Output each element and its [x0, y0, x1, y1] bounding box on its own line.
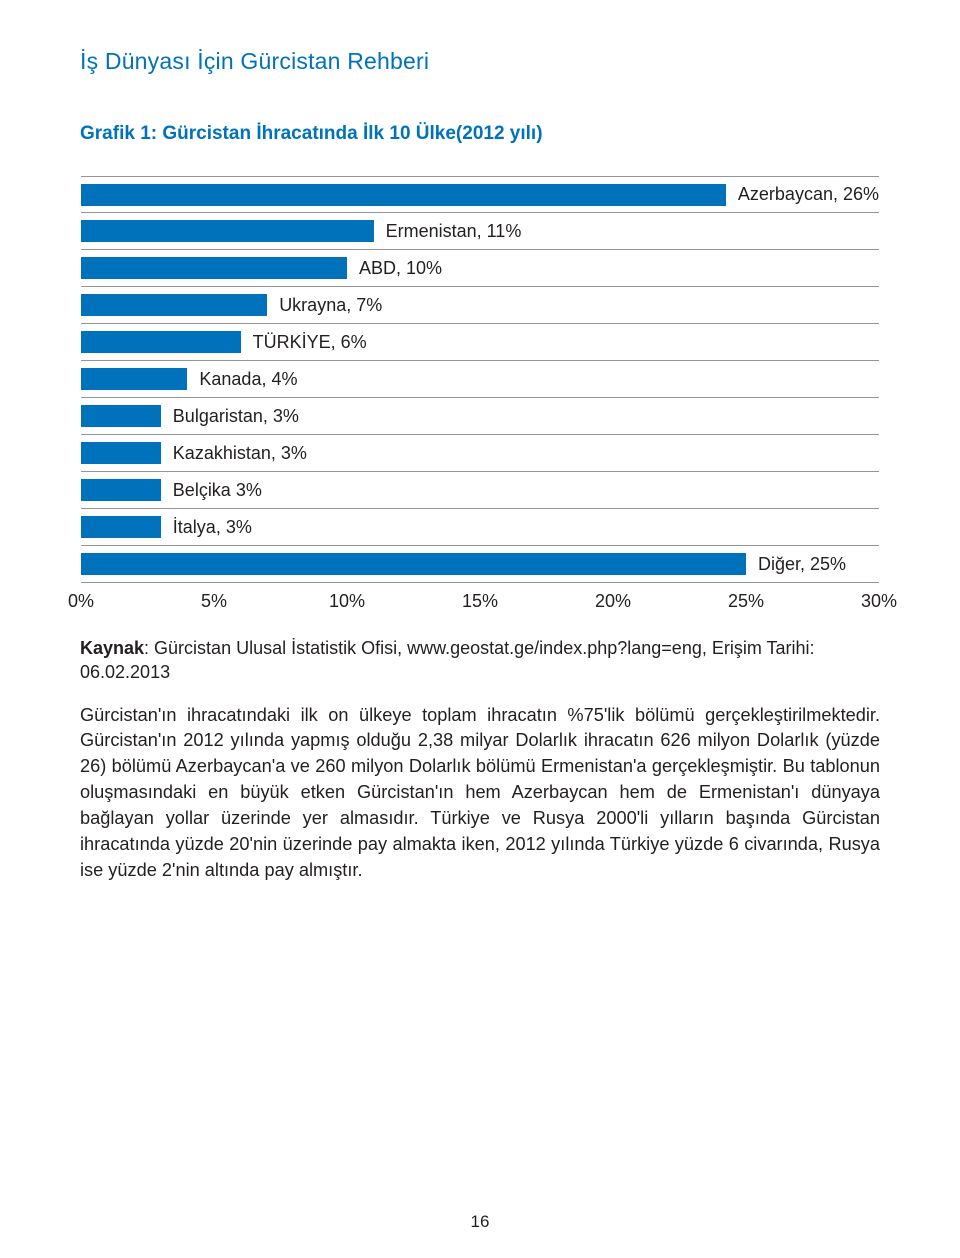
chart-area: Azerbaycan, 26% Ermenistan, 11% ABD, 10% Uk… [80, 169, 880, 614]
bar-label: Kanada, 4% [199, 369, 297, 390]
bar-row: Belçika 3% [81, 472, 879, 509]
x-tick: 25% [728, 591, 764, 612]
bar-row: TÜRKİYE, 6% [81, 324, 879, 361]
bar-label: Ermenistan, 11% [386, 221, 522, 242]
bar-row: Ermenistan, 11% [81, 213, 879, 250]
bar-label: Belçika 3% [173, 480, 262, 501]
running-head: İş Dünyası İçin Gürcistan Rehberi [80, 48, 880, 75]
chart-bar [81, 553, 746, 575]
bar-row: Kazakhistan, 3% [81, 435, 879, 472]
source-text: : Gürcistan Ulusal İstatistik Ofisi, www… [80, 638, 815, 682]
bar-row: Diğer, 25% [81, 546, 879, 583]
chart-bar [81, 294, 267, 316]
chart-bar [81, 442, 161, 464]
chart-bar [81, 479, 161, 501]
chart-bar [81, 220, 374, 242]
bar-row: ABD, 10% [81, 250, 879, 287]
bar-label: Diğer, 25% [758, 554, 846, 575]
x-tick: 15% [462, 591, 498, 612]
chart-title: Grafik 1: Gürcistan İhracatında İlk 10 Ü… [80, 123, 880, 145]
chart-plot: Azerbaycan, 26% Ermenistan, 11% ABD, 10% Uk… [81, 176, 879, 583]
chart-x-axis: 0%5%10%15%20%25%30% [81, 587, 879, 613]
bar-label: İtalya, 3% [173, 517, 252, 538]
bar-label: Azerbaycan, 26% [738, 184, 879, 205]
x-tick: 20% [595, 591, 631, 612]
bar-row: Ukrayna, 7% [81, 287, 879, 324]
x-tick: 5% [201, 591, 227, 612]
x-tick: 0% [68, 591, 94, 612]
page-number: 16 [471, 1212, 490, 1232]
bar-label: ABD, 10% [359, 258, 442, 279]
chart-bar [81, 184, 726, 206]
chart-bar [81, 405, 161, 427]
bar-label: Kazakhistan, 3% [173, 443, 307, 464]
bar-row: Bulgaristan, 3% [81, 398, 879, 435]
bar-label: TÜRKİYE, 6% [253, 332, 367, 353]
source-label: Kaynak [80, 638, 144, 658]
chart-source: Kaynak: Gürcistan Ulusal İstatistik Ofis… [80, 636, 880, 685]
x-tick: 30% [861, 591, 897, 612]
bar-label: Bulgaristan, 3% [173, 406, 299, 427]
bar-label: Ukrayna, 7% [279, 295, 382, 316]
bar-row: Azerbaycan, 26% [81, 176, 879, 213]
x-tick: 10% [329, 591, 365, 612]
bar-row: İtalya, 3% [81, 509, 879, 546]
chart-bar [81, 516, 161, 538]
chart-bar [81, 257, 347, 279]
chart-bar [81, 331, 241, 353]
body-paragraph: Gürcistan'ın ihracatındaki ilk on ülkeye… [80, 703, 880, 884]
chart-bar [81, 368, 187, 390]
bar-row: Kanada, 4% [81, 361, 879, 398]
